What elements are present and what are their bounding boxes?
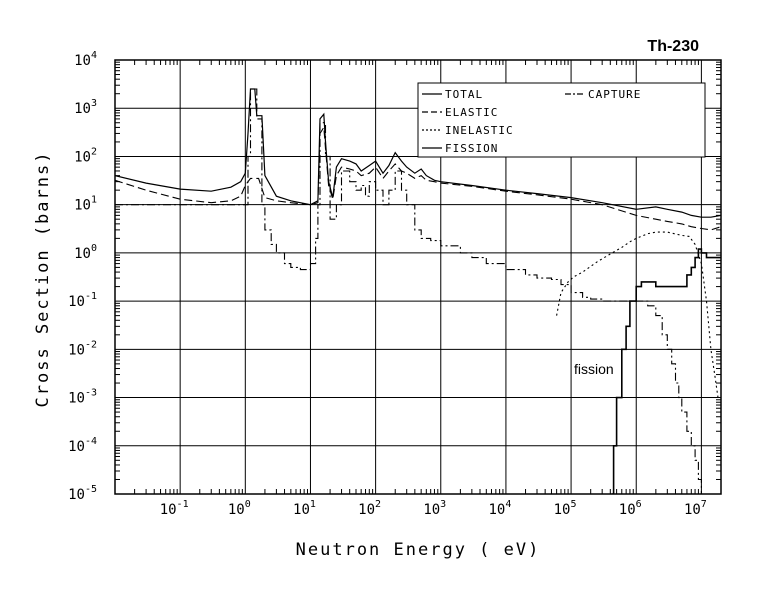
x-tick-label: 101	[293, 499, 316, 518]
series-line-capture	[115, 88, 702, 494]
y-tick-label: 10-2	[68, 339, 97, 358]
y-tick-label: 10-1	[68, 291, 97, 310]
chart-title: Th-230	[647, 38, 699, 55]
y-tick-label: 10-5	[68, 484, 97, 503]
y-tick-label: 103	[74, 98, 97, 117]
x-axis-ticks: 10-1 100 101 102 103 104 105 106 107	[134, 60, 722, 518]
legend-box	[417, 82, 706, 158]
legend-label-fission: FISSION	[445, 142, 498, 155]
legend-label-inelastic: INELASTIC	[445, 124, 514, 137]
annotation-fission: fission	[574, 361, 614, 377]
x-tick-label: 10-1	[160, 499, 189, 518]
legend-label-total: TOTAL	[445, 88, 483, 101]
x-tick-label: 100	[228, 499, 251, 518]
plot-frame	[114, 59, 722, 495]
y-tick-label: 10-4	[68, 436, 97, 455]
x-axis-label: Neutron Energy ( eV)	[296, 540, 541, 560]
x-tick-label: 104	[488, 499, 511, 518]
legend-label-capture: CAPTURE	[588, 88, 641, 101]
x-tick-label: 102	[358, 499, 381, 518]
y-axis-label: Cross Section (barns)	[33, 151, 53, 408]
legend: TOTAL ELASTIC INELASTIC CAPTURE FISSION	[417, 82, 706, 158]
series-line-fission	[611, 248, 721, 494]
x-tick-label: 106	[619, 499, 642, 518]
series-line-total	[115, 88, 721, 218]
x-tick-label: 107	[684, 499, 707, 518]
y-tick-label: 10-3	[68, 388, 97, 407]
y-tick-label: 102	[74, 146, 97, 165]
x-tick-label: 103	[423, 499, 446, 518]
series-line-elastic	[115, 125, 721, 231]
y-tick-label: 104	[74, 50, 97, 69]
y-tick-label: 100	[74, 243, 97, 262]
y-axis-ticks: 104 103 102 101 100 10-1 10-2 10-3 10-4 10-5	[68, 50, 721, 503]
x-tick-label: 105	[554, 499, 577, 518]
legend-label-elastic: ELASTIC	[445, 106, 498, 119]
series-group	[115, 88, 721, 494]
y-tick-label: 101	[74, 195, 97, 214]
